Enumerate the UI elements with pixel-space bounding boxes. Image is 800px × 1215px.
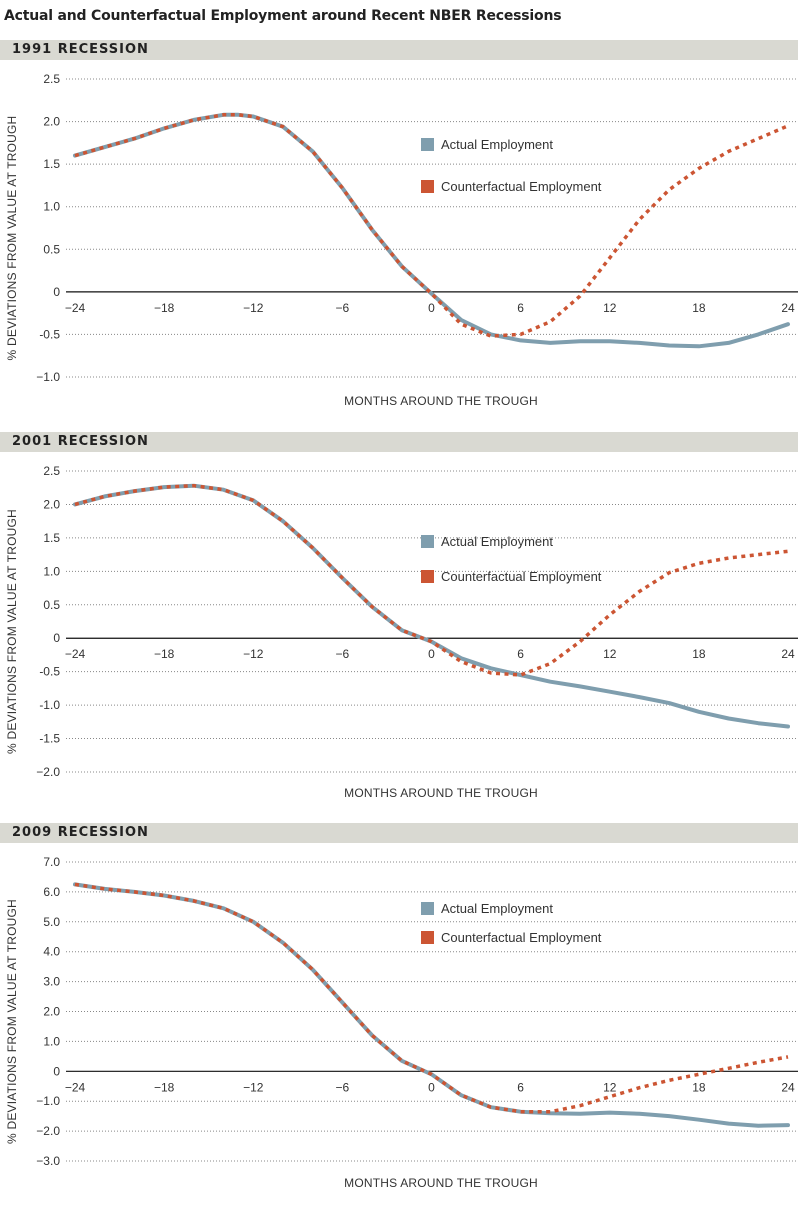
y-tick-label: -1.5	[39, 732, 60, 746]
y-tick-label: −2.0	[36, 765, 60, 779]
x-tick-label: 6	[517, 1080, 524, 1094]
y-tick-label: 4.0	[43, 945, 60, 959]
x-tick-label: 12	[603, 647, 617, 661]
x-tick-label: 24	[781, 1080, 795, 1094]
y-tick-label: −3.0	[36, 1154, 60, 1168]
y-tick-label: 5.0	[43, 915, 60, 929]
counterfactual-employment-line	[74, 483, 789, 677]
legend-label-counterfactual: Counterfactual Employment	[441, 930, 602, 945]
y-tick-label: -1.0	[39, 698, 60, 712]
y-tick-label: 1.5	[43, 531, 60, 545]
legend-swatch-actual	[421, 902, 434, 915]
counterfactual-employment-line	[74, 113, 789, 338]
x-tick-label: −12	[243, 301, 264, 315]
y-tick-label: 0	[53, 1064, 60, 1078]
y-axis-label: % DEVIATIONS FROM VALUE AT TROUGH	[5, 899, 19, 1144]
counterfactual-employment-line	[74, 882, 789, 1114]
x-tick-label: 6	[517, 301, 524, 315]
y-tick-label: 0	[53, 631, 60, 645]
y-tick-label: 6.0	[43, 885, 60, 899]
x-tick-label: −6	[336, 301, 350, 315]
legend-label-actual: Actual Employment	[441, 901, 553, 916]
x-axis-label: MONTHS AROUND THE TROUGH	[344, 1176, 538, 1190]
panel-title: 2009 RECESSION	[12, 825, 149, 840]
y-tick-label: 0	[53, 285, 60, 299]
x-tick-label: 0	[428, 301, 435, 315]
panel-1991-recession: 1991 RECESSION −1.0 -0.5 0 0.5 1.0 1.5 2.0 2.5−…	[0, 40, 800, 432]
y-tick-label: 2.0	[43, 1005, 60, 1019]
x-axis-label: MONTHS AROUND THE TROUGH	[344, 786, 538, 800]
panel-header: 2009 RECESSION	[0, 823, 798, 843]
legend-swatch-counterfactual	[421, 180, 434, 193]
x-tick-label: −24	[65, 1080, 86, 1094]
legend-label-counterfactual: Counterfactual Employment	[441, 569, 602, 584]
y-tick-label: 2.0	[43, 497, 60, 511]
legend-label-counterfactual: Counterfactual Employment	[441, 179, 602, 194]
chart-2009: −3.0 −2.0 −1.0 0 1.0 2.0 3.0 4.0 5.0 6.0 7.0 −24 −18…	[5, 855, 798, 1190]
panel-header: 2001 RECESSION	[0, 432, 798, 452]
x-axis-label: MONTHS AROUND THE TROUGH	[344, 394, 538, 408]
x-tick-label: −18	[154, 301, 175, 315]
panel-header: 1991 RECESSION	[0, 40, 798, 60]
y-axis-label: % DEVIATIONS FROM VALUE AT TROUGH	[5, 116, 19, 361]
x-tick-label: 6	[517, 647, 524, 661]
legend-swatch-actual	[421, 138, 434, 151]
y-tick-label: 2.5	[43, 464, 60, 478]
x-tick-label: −12	[243, 647, 264, 661]
y-tick-label: -0.5	[39, 327, 60, 341]
x-tick-label: −6	[336, 1080, 350, 1094]
y-tick-label: −1.0	[36, 370, 60, 384]
chart-2001: −2.0 -1.5 -1.0 -0.5 0 0.5 1.0 1.5 2.0 2.5 −24 −18 −1…	[5, 464, 798, 800]
y-tick-label: 7.0	[43, 855, 60, 869]
y-tick-label: 3.0	[43, 975, 60, 989]
legend-label-actual: Actual Employment	[441, 534, 553, 549]
y-tick-label: 1.5	[43, 157, 60, 171]
x-tick-label: 0	[428, 1080, 435, 1094]
y-tick-label: 2.5	[43, 72, 60, 86]
x-tick-label: 18	[692, 647, 706, 661]
legend-swatch-actual	[421, 535, 434, 548]
x-tick-label: 12	[603, 1080, 617, 1094]
chart-1991: −1.0 -0.5 0 0.5 1.0 1.5 2.0 2.5 −24 −18 −12 −6 0 6 12 1…	[5, 72, 798, 408]
x-tick-label: 18	[692, 301, 706, 315]
x-tick-label: 24	[781, 647, 795, 661]
x-tick-label: −18	[154, 1080, 175, 1094]
x-tick-label: −18	[154, 647, 175, 661]
legend-swatch-counterfactual	[421, 931, 434, 944]
x-tick-label: 18	[692, 1080, 706, 1094]
legend-swatch-counterfactual	[421, 570, 434, 583]
figure-title: Actual and Counterfactual Employment aro…	[4, 8, 562, 24]
x-tick-label: 0	[428, 647, 435, 661]
x-tick-label: −24	[65, 647, 86, 661]
x-tick-label: −12	[243, 1080, 264, 1094]
legend-label-actual: Actual Employment	[441, 137, 553, 152]
y-tick-label: −1.0	[36, 1094, 60, 1108]
x-tick-label: −24	[65, 301, 86, 315]
y-tick-label: -0.5	[39, 665, 60, 679]
y-tick-label: 1.0	[43, 1034, 60, 1048]
x-tick-label: −6	[336, 647, 350, 661]
y-tick-label: 1.0	[43, 200, 60, 214]
y-axis-label: % DEVIATIONS FROM VALUE AT TROUGH	[5, 509, 19, 754]
y-tick-label: 1.0	[43, 564, 60, 578]
panel-title: 1991 RECESSION	[12, 42, 149, 57]
x-tick-label: 24	[781, 301, 795, 315]
y-tick-label: 0.5	[43, 242, 60, 256]
panel-2009-recession: 2009 RECESSION −3.0 −2.0 −1.0 0 1.0 2.0 3.0 4.0…	[0, 823, 800, 1215]
x-tick-label: 12	[603, 301, 617, 315]
y-tick-label: −2.0	[36, 1124, 60, 1138]
panel-2001-recession: 2001 RECESSION −2.0 -1.5 -1.0 -0.5 0 0.5 1.0 1.…	[0, 432, 800, 824]
y-tick-label: 0.5	[43, 598, 60, 612]
actual-employment-line	[73, 483, 790, 729]
panel-title: 2001 RECESSION	[12, 434, 149, 449]
y-tick-label: 2.0	[43, 115, 60, 129]
